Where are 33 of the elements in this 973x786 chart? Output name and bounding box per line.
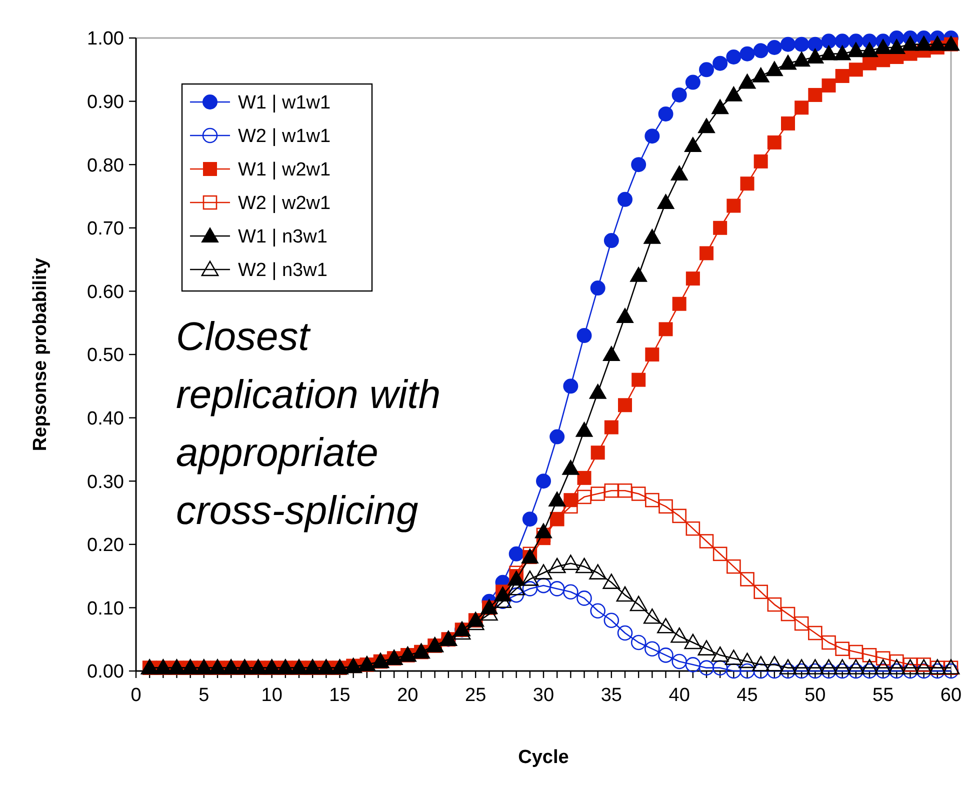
x-axis-title: Cycle xyxy=(518,747,569,768)
legend-label: W1 | w1w1 xyxy=(238,92,331,114)
y-tick-label: 0.30 xyxy=(87,472,124,493)
y-tick-label: 1.00 xyxy=(87,28,124,50)
y-tick-label: 0.60 xyxy=(87,282,124,303)
annotation: Closest replication with appropriate cross-splicing xyxy=(176,315,441,533)
x-tick-label: 15 xyxy=(329,685,350,706)
x-tick-label: 30 xyxy=(532,685,554,706)
x-tick-label: 10 xyxy=(261,685,282,706)
legend-label: W2 | w2w1 xyxy=(238,193,331,214)
x-tick-label: 55 xyxy=(872,685,894,706)
x-tick-label: 5 xyxy=(198,685,210,706)
y-tick-label: 0.00 xyxy=(87,662,124,683)
y-tick-label: 0.20 xyxy=(87,535,124,556)
legend-label: W2 | w1w1 xyxy=(238,126,331,148)
x-tick-label: 40 xyxy=(668,685,690,706)
y-tick-label: 0.50 xyxy=(87,345,124,366)
x-tick-label: 50 xyxy=(804,685,826,706)
x-tick-label: 60 xyxy=(940,685,962,706)
legend-label: W1 | n3w1 xyxy=(238,226,328,248)
y-tick-label: 0.70 xyxy=(87,218,124,240)
x-tick-label: 35 xyxy=(600,685,622,706)
x-tick-label: 45 xyxy=(736,685,758,706)
y-tick-label: 0.40 xyxy=(87,408,124,430)
x-tick-label: 20 xyxy=(397,685,418,706)
y-tick-label: 0.90 xyxy=(87,92,124,113)
x-tick-label: 0 xyxy=(130,685,142,706)
legend-label: W1 | w2w1 xyxy=(238,160,331,181)
y-tick-label: 0.10 xyxy=(87,598,124,620)
legend-label: W2 | n3w1 xyxy=(238,260,328,282)
y-tick-label: 0.80 xyxy=(87,155,124,176)
x-tick-label: 25 xyxy=(465,685,486,706)
y-axis-title: Repsonse probability xyxy=(30,257,51,452)
